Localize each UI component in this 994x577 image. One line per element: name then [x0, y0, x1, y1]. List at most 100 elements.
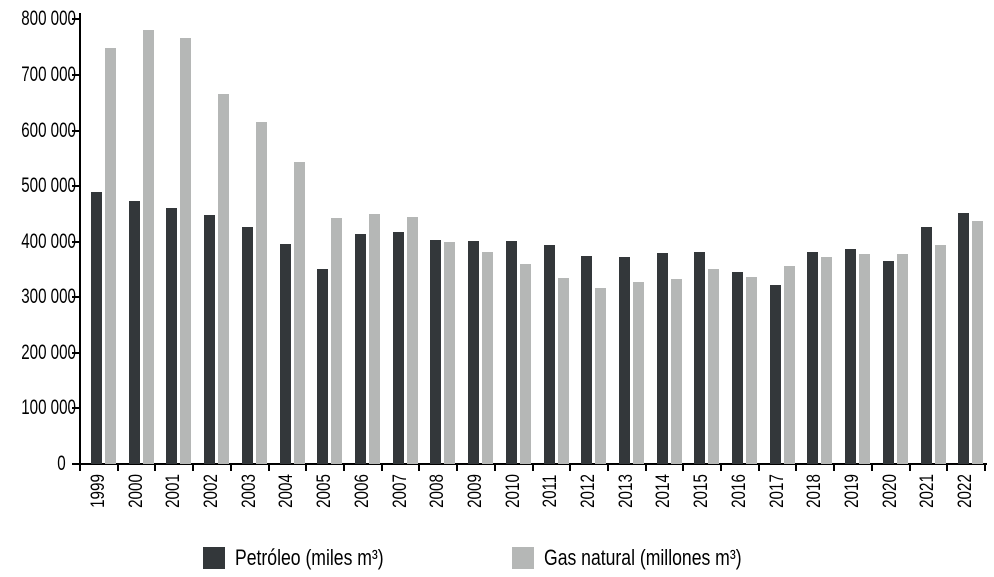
x-tick [79, 465, 81, 471]
y-tick [72, 241, 79, 243]
x-tick [909, 465, 911, 471]
y-axis-label: 800 000 [0, 8, 76, 30]
y-axis-label-text: 700 000 [21, 63, 76, 86]
x-axis-label-2011: 2011 [540, 474, 561, 508]
y-axis-label-text: 300 000 [21, 285, 76, 308]
x-axis-line [79, 463, 987, 465]
bar-petroleo-2016 [732, 272, 743, 464]
x-tick [305, 465, 307, 471]
x-axis-label-2002: 2002 [201, 474, 222, 508]
x-axis-label-2009: 2009 [465, 474, 486, 508]
x-axis-label-1999: 1999 [88, 474, 109, 508]
x-axis-label-2014: 2014 [653, 474, 674, 508]
y-axis-label-text: 800 000 [21, 7, 76, 30]
y-axis-label-text: 0 [57, 452, 66, 475]
y-axis-label: 100 000 [0, 397, 76, 419]
y-tick [72, 407, 79, 409]
x-axis-label-2021: 2021 [917, 474, 938, 508]
x-tick [532, 465, 534, 471]
bar-petroleo-2018 [807, 252, 818, 464]
bar-petroleo-2022 [958, 213, 969, 464]
chart-legend: Petróleo (miles m³) Gas natural (millone… [0, 543, 994, 573]
bar-petroleo-2015 [694, 252, 705, 464]
bar-petroleo-2017 [770, 285, 781, 464]
x-tick [456, 465, 458, 471]
bar-petroleo-2011 [544, 245, 555, 464]
x-axis-label-2019: 2019 [842, 474, 863, 508]
x-tick [833, 465, 835, 471]
x-tick [682, 465, 684, 471]
bar-gas-2020 [897, 254, 908, 464]
bar-gas-2004 [294, 162, 305, 464]
bar-petroleo-2005 [317, 269, 328, 464]
bar-gas-2007 [407, 217, 418, 464]
x-tick [758, 465, 760, 471]
x-tick [984, 465, 986, 471]
bar-petroleo-2006 [355, 234, 366, 464]
bar-gas-2021 [935, 245, 946, 464]
y-tick [72, 74, 79, 76]
y-tick [72, 185, 79, 187]
y-axis-label: 200 000 [0, 342, 76, 364]
bar-petroleo-2014 [657, 253, 668, 464]
y-tick [72, 296, 79, 298]
x-tick [343, 465, 345, 471]
bar-petroleo-2010 [506, 241, 517, 464]
y-axis-label-text: 600 000 [21, 119, 76, 142]
bar-petroleo-2008 [430, 240, 441, 464]
x-axis-label-2012: 2012 [578, 474, 599, 508]
bar-petroleo-2013 [619, 257, 630, 464]
x-tick [230, 465, 232, 471]
bar-gas-2016 [746, 277, 757, 464]
y-axis-label: 500 000 [0, 175, 76, 197]
x-axis-label-2007: 2007 [390, 474, 411, 508]
bar-petroleo-2019 [845, 249, 856, 464]
bar-petroleo-2009 [468, 241, 479, 464]
x-axis-label-2015: 2015 [691, 474, 712, 508]
x-tick [381, 465, 383, 471]
y-axis-label-text: 200 000 [21, 341, 76, 364]
x-axis-label-2006: 2006 [352, 474, 373, 508]
bar-gas-2006 [369, 214, 380, 464]
x-axis-label-2004: 2004 [276, 474, 297, 508]
x-axis-label-2000: 2000 [126, 474, 147, 508]
bar-gas-2017 [784, 266, 795, 464]
x-axis-label-2022: 2022 [955, 474, 976, 508]
legend-label-petroleo: Petróleo (miles m³) [234, 545, 384, 570]
x-tick [871, 465, 873, 471]
bar-petroleo-2021 [921, 227, 932, 464]
x-tick [795, 465, 797, 471]
bar-petroleo-2002 [204, 215, 215, 464]
y-axis-label: 300 000 [0, 286, 76, 308]
bar-gas-2011 [558, 278, 569, 464]
y-axis-label: 400 000 [0, 231, 76, 253]
x-axis-label-2001: 2001 [163, 474, 184, 508]
x-tick [192, 465, 194, 471]
x-axis-label-2020: 2020 [880, 474, 901, 508]
y-tick [72, 18, 79, 20]
x-tick [946, 465, 948, 471]
x-tick [607, 465, 609, 471]
y-axis-label-text: 500 000 [21, 174, 76, 197]
x-axis-label-2005: 2005 [314, 474, 335, 508]
bar-gas-2002 [218, 94, 229, 464]
legend-label-gas: Gas natural (millones m³) [544, 545, 742, 570]
y-axis-label: 600 000 [0, 120, 76, 142]
x-axis-label-2018: 2018 [804, 474, 825, 508]
y-tick [72, 130, 79, 132]
bar-gas-2010 [520, 264, 531, 464]
x-axis-label-2016: 2016 [729, 474, 750, 508]
y-tick [72, 463, 79, 465]
bar-gas-2019 [859, 254, 870, 464]
bar-gas-2003 [256, 122, 267, 464]
y-axis-label-text: 400 000 [21, 230, 76, 253]
x-axis-label-2008: 2008 [427, 474, 448, 508]
x-tick [418, 465, 420, 471]
bar-petroleo-2012 [581, 256, 592, 464]
x-tick [154, 465, 156, 471]
x-tick [268, 465, 270, 471]
bar-gas-2022 [972, 221, 983, 464]
x-axis-label-2017: 2017 [767, 474, 788, 508]
